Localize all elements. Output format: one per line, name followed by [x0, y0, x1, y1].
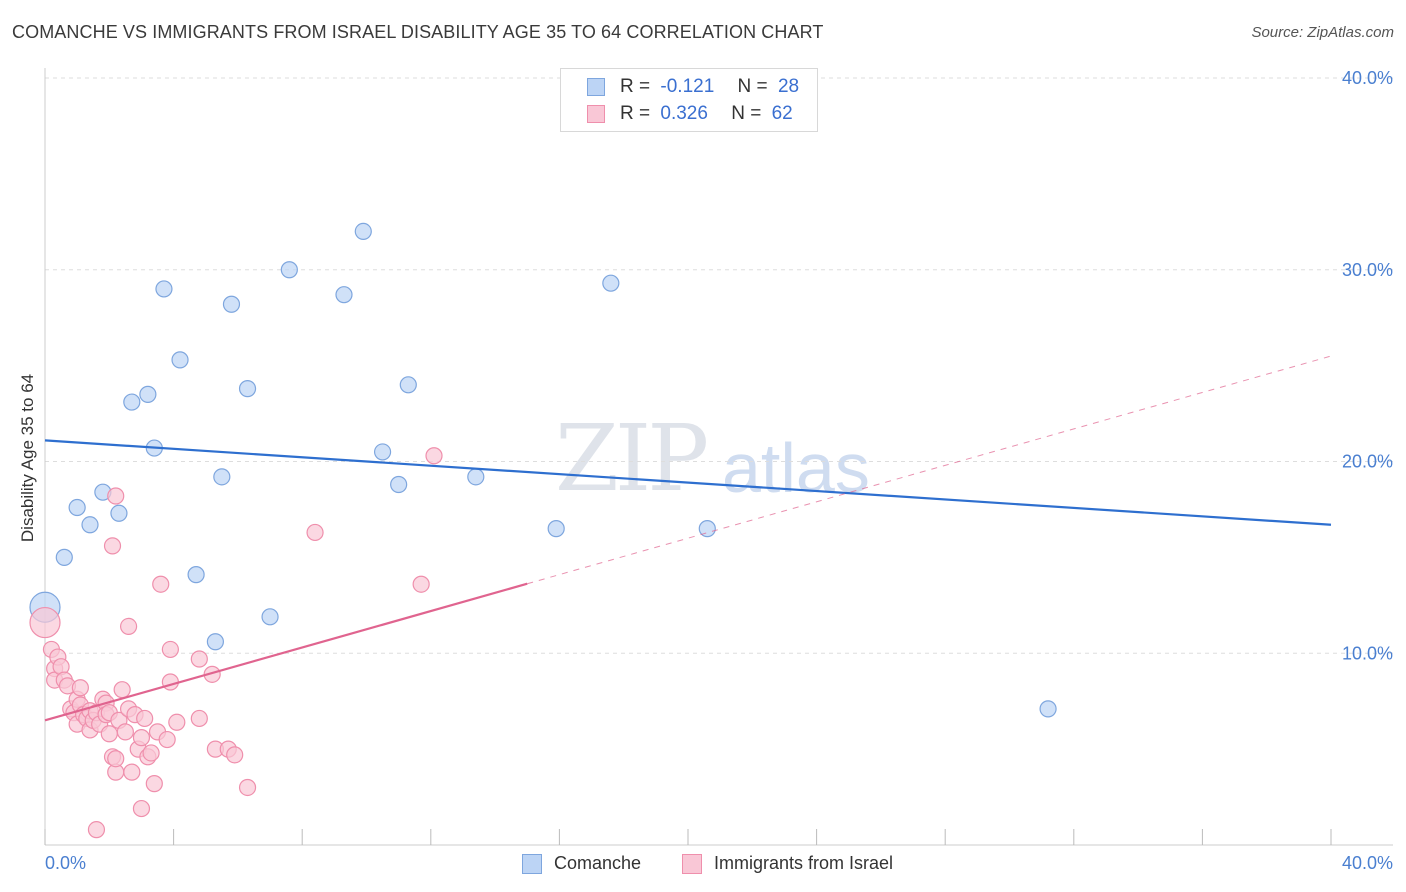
comanche-point	[399, 376, 417, 394]
israel-point	[306, 523, 324, 542]
watermark-zip: ZIP	[555, 405, 709, 512]
comanche-trend-line	[44, 439, 1332, 526]
comanche-point	[110, 504, 128, 522]
israel-point	[190, 709, 208, 728]
legend-n-value: 62	[771, 103, 793, 124]
israel-point	[412, 575, 430, 593]
chart-title: COMANCHE VS IMMIGRANTS FROM ISRAEL DISAB…	[12, 22, 824, 42]
israel-point	[100, 725, 118, 743]
comanche-point	[354, 222, 372, 240]
israel-point	[142, 744, 160, 762]
comanche-point	[373, 443, 392, 461]
y-axis-label: Disability Age 35 to 64	[18, 373, 37, 543]
israel-trend-line	[44, 582, 528, 722]
comanche-point	[206, 633, 224, 651]
israel-point	[107, 750, 125, 768]
comanche-point	[171, 351, 189, 369]
israel-point	[425, 447, 443, 465]
legend-n-value: 28	[777, 76, 800, 97]
comanche-point	[698, 520, 716, 538]
y-tick-label: 30.0%	[1342, 260, 1393, 280]
y-tick-label: 20.0%	[1342, 452, 1393, 472]
israel-point	[123, 763, 141, 781]
legend-n-label: N =	[731, 103, 762, 124]
israel-point	[161, 673, 179, 691]
israel-point	[113, 681, 131, 699]
x-tick-label-right: 40.0%	[1342, 853, 1393, 873]
israel-point	[168, 713, 186, 731]
comanche-point	[280, 261, 298, 279]
israel-point	[29, 606, 61, 639]
comanche-point	[123, 393, 141, 411]
israel-swatch	[587, 105, 605, 123]
israel-point	[103, 537, 122, 555]
source-label: Source: ZipAtlas.com	[1251, 24, 1394, 41]
comanche-swatch	[587, 78, 605, 96]
correlation-legend: R = -0.121 N = 28 R = 0.326 N = 62	[560, 68, 818, 132]
comanche-point	[155, 280, 173, 298]
legend-r-value: 0.326	[660, 103, 708, 124]
israel-point	[152, 575, 170, 593]
comanche-point	[261, 608, 279, 626]
comanche-point	[547, 520, 565, 538]
legend-r-value: -0.121	[660, 76, 715, 97]
comanche-point	[467, 468, 485, 486]
comanche-point	[68, 498, 86, 517]
israel-point	[71, 679, 89, 697]
israel-legend-label: Immigrants from Israel	[714, 853, 894, 873]
comanche-point	[187, 566, 205, 584]
comanche-legend-label: Comanche	[554, 853, 642, 873]
comanche-point	[139, 385, 157, 403]
comanche-legend-swatch	[522, 854, 542, 874]
israel-point	[190, 650, 208, 668]
comanche-point	[81, 516, 99, 534]
comanche-point	[602, 274, 620, 292]
israel-point	[161, 640, 179, 659]
legend-r-label: R =	[620, 103, 651, 124]
israel-point	[87, 821, 106, 839]
israel-point	[158, 730, 176, 749]
legend-r-label: R =	[620, 76, 651, 97]
comanche-point	[238, 380, 257, 398]
israel-point	[132, 799, 151, 818]
comanche-point	[1039, 700, 1057, 718]
israel-legend-swatch	[682, 854, 702, 874]
israel-trend-extension	[527, 355, 1332, 585]
y-tick-label: 40.0%	[1342, 68, 1393, 88]
israel-point	[107, 487, 125, 505]
comanche-point	[213, 468, 231, 486]
israel-point	[136, 709, 154, 728]
israel-point	[238, 778, 257, 797]
x-tick-label-left: 0.0%	[45, 853, 86, 873]
legend-n-label: N =	[737, 76, 768, 97]
israel-point	[145, 775, 163, 793]
israel-point	[132, 729, 151, 747]
comanche-point	[335, 286, 353, 304]
y-tick-label: 10.0%	[1342, 643, 1393, 663]
comanche-point	[222, 295, 241, 313]
israel-point	[119, 617, 138, 636]
comanche-point	[390, 475, 408, 494]
israel-point	[116, 723, 134, 741]
comanche-point	[55, 548, 73, 566]
israel-point	[226, 746, 244, 764]
